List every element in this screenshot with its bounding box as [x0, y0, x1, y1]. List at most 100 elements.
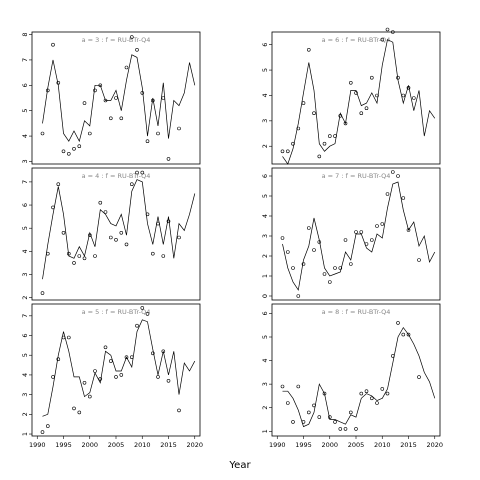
- y-tick-label: 8: [21, 32, 29, 36]
- observed-point: [45, 251, 50, 256]
- observed-point: [401, 332, 406, 337]
- x-tick-label: 2015: [400, 441, 417, 449]
- x-tick-label: 2000: [321, 441, 338, 449]
- observed-point: [375, 401, 379, 405]
- observed-point: [296, 384, 301, 389]
- observed-point: [140, 91, 145, 95]
- observed-point: [177, 408, 181, 413]
- observed-point: [72, 261, 76, 265]
- x-tick-label: 1990: [29, 441, 46, 449]
- observed-point: [348, 262, 353, 266]
- observed-point: [114, 96, 118, 100]
- observed-point: [354, 230, 358, 234]
- observed-point: [119, 116, 124, 121]
- y-tick-label: 3: [261, 119, 269, 123]
- observed-point: [369, 75, 374, 80]
- observed-point: [306, 47, 311, 52]
- observed-point: [301, 420, 306, 424]
- y-tick-label: 4: [261, 93, 269, 97]
- observed-point: [333, 134, 337, 138]
- y-tick-label: 3: [21, 272, 29, 276]
- observed-point: [98, 200, 103, 205]
- observed-point: [396, 321, 400, 325]
- observed-point: [390, 170, 395, 174]
- observed-point: [109, 359, 113, 363]
- y-tick-label: 3: [261, 234, 269, 238]
- observed-point: [166, 157, 171, 161]
- x-tick-label: 2020: [426, 441, 443, 449]
- observed-point: [130, 355, 134, 360]
- observed-point: [348, 81, 353, 85]
- observed-point: [333, 266, 337, 270]
- observed-point: [306, 410, 311, 415]
- observed-point: [291, 420, 295, 424]
- observed-point: [343, 121, 348, 126]
- x-tick-label: 2010: [134, 441, 151, 449]
- observed-point: [375, 224, 379, 228]
- observed-point: [130, 35, 134, 39]
- observed-point: [411, 96, 416, 100]
- panel-2: a = 6 : f = RU-BTr-Q4 2 3 4 5 6: [261, 27, 441, 165]
- observed-point: [280, 236, 285, 240]
- observed-point: [327, 280, 332, 284]
- observed-point: [317, 240, 322, 244]
- observed-point: [72, 406, 76, 411]
- panel-title: a = 7 : f = RU-BTr-Q4: [322, 172, 391, 180]
- y-tick-label: 7: [21, 58, 29, 62]
- observed-point: [327, 415, 332, 419]
- observed-point: [285, 401, 290, 405]
- panel-3: a = 4 : f = RU-BTr-Q4 2 3 4 5 6 7: [21, 167, 201, 301]
- panel-5: a = 5 : f = RU-BTr-Q4 1 2 3 4 5 6 7 1990 1995 2000…: [21, 303, 203, 449]
- observed-point: [82, 101, 87, 105]
- observed-point: [103, 345, 108, 350]
- observed-point: [380, 222, 385, 226]
- y-tick-label: 6: [21, 333, 29, 337]
- observed-point: [280, 149, 285, 154]
- y-tick-label: 6: [21, 203, 29, 207]
- observed-point: [166, 219, 171, 224]
- observed-point: [124, 65, 129, 70]
- observed-point: [338, 266, 343, 270]
- panel-frame: [31, 167, 201, 301]
- observed-point: [369, 396, 374, 401]
- observed-point: [317, 415, 322, 419]
- observed-point: [51, 375, 55, 379]
- observed-point: [151, 251, 155, 256]
- observed-point: [301, 262, 306, 266]
- y-tick-label: 3: [261, 382, 269, 386]
- observed-point: [135, 170, 139, 175]
- fitted-line: [42, 54, 196, 143]
- observed-point: [291, 266, 295, 270]
- x-tick-label: 1995: [55, 441, 72, 449]
- observed-point: [390, 30, 395, 34]
- panel-title: a = 6 : f = RU-BTr-Q4: [322, 36, 391, 44]
- observed-point: [348, 410, 353, 415]
- y-tick-label: 5: [21, 109, 29, 113]
- y-tick-label: 2: [261, 144, 269, 148]
- observed-point: [156, 375, 160, 379]
- y-tick-label: 5: [261, 335, 269, 339]
- observed-point: [103, 210, 108, 214]
- observed-point: [354, 91, 358, 95]
- observed-point: [119, 373, 124, 377]
- observed-point: [375, 93, 379, 98]
- observed-point: [40, 430, 45, 434]
- observed-point: [119, 231, 124, 235]
- y-tick-label: 6: [21, 83, 29, 87]
- fitted-line: [282, 39, 436, 165]
- observed-point: [156, 221, 160, 226]
- x-tick-label: 2020: [186, 441, 203, 449]
- observed-point: [396, 174, 400, 178]
- observed-point: [151, 98, 155, 103]
- observed-point: [338, 114, 343, 118]
- y-tick-label: 4: [261, 359, 269, 363]
- observed-point: [124, 242, 129, 247]
- observed-point: [385, 391, 390, 396]
- y-tick-label: 1: [261, 274, 269, 278]
- x-tick-label: 2000: [81, 441, 98, 449]
- observed-point: [380, 387, 385, 391]
- observed-point: [177, 126, 181, 131]
- observed-point: [109, 235, 113, 240]
- y-tick-label: 3: [21, 159, 29, 163]
- observed-point: [385, 192, 390, 196]
